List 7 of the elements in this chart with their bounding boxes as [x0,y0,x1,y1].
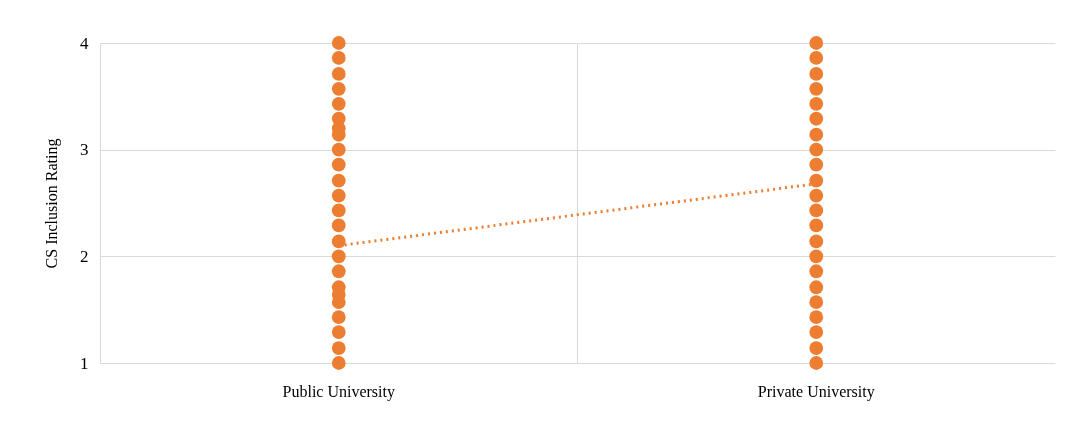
y-tick-label: 3 [80,140,89,160]
x-tick-label: Public University [282,382,395,401]
y-tick-label: 2 [80,246,89,266]
y-tick-label: 4 [80,33,89,53]
y-tick-label: 1 [80,353,89,373]
x-tick-label: Private University [757,382,875,401]
y-axis-title: CS Inclusion Rating [43,138,61,269]
